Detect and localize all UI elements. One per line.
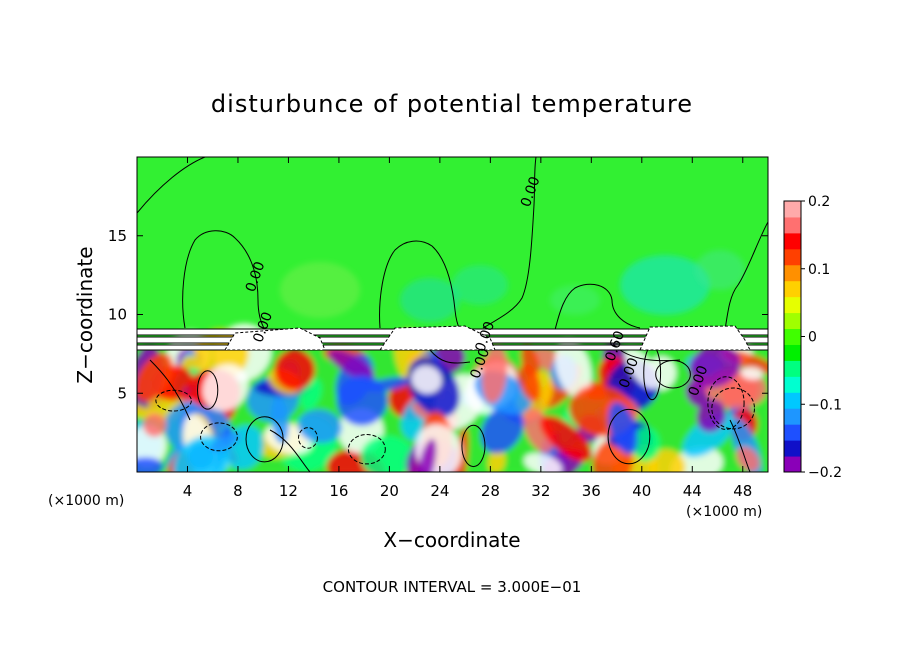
colorbar-swatch bbox=[784, 408, 801, 425]
plot-area: 0.000.000.000.00 0.00 0.000.600.00 bbox=[137, 157, 768, 472]
colorbar-swatch bbox=[784, 360, 801, 377]
y-tick-label: 10 bbox=[108, 306, 127, 324]
contour-loop bbox=[707, 376, 745, 430]
colorbar-swatch bbox=[784, 232, 801, 250]
x-ticks: 4 8 12 16 20 24 28 32 36 40 44 48 bbox=[183, 157, 752, 500]
x-tick-label: 36 bbox=[582, 482, 601, 500]
x-tick-label: 32 bbox=[531, 482, 550, 500]
colorbar-swatch bbox=[784, 328, 801, 345]
colorbar-swatch bbox=[784, 456, 801, 473]
colorbar-swatch bbox=[784, 312, 801, 330]
x-tick-label: 20 bbox=[380, 482, 399, 500]
x-tick-label: 44 bbox=[683, 482, 702, 500]
cloud-tops bbox=[224, 325, 751, 351]
contour-loop bbox=[200, 422, 238, 452]
y-tick-label: 5 bbox=[117, 384, 127, 402]
x-axis-label: X−coordinate bbox=[383, 528, 520, 552]
colorbar: 0.2 0.1 0 −0.1 −0.2 bbox=[783, 194, 842, 481]
x-tick-label: 28 bbox=[481, 482, 500, 500]
contour-loop bbox=[196, 370, 219, 410]
y-ticks: 5 10 15 bbox=[108, 227, 768, 402]
x-tick-label: 16 bbox=[329, 482, 348, 500]
contour-lines bbox=[137, 157, 768, 472]
contour-loop bbox=[298, 427, 318, 449]
colorbar-tick-label: 0.1 bbox=[808, 262, 830, 278]
contour-interval-text: CONTOUR INTERVAL = 3.000E−01 bbox=[323, 578, 582, 596]
colorbar-tick-label: 0.2 bbox=[808, 194, 830, 210]
colorbar-swatch bbox=[784, 296, 801, 314]
contour-loop bbox=[461, 424, 486, 468]
x-tick-label: 48 bbox=[733, 482, 752, 500]
contour-loop bbox=[655, 360, 691, 389]
contour-loop bbox=[347, 434, 386, 465]
contour-loop bbox=[155, 389, 192, 412]
contour-loop bbox=[245, 416, 284, 463]
contour-loop bbox=[711, 387, 755, 430]
colorbar-swatch bbox=[784, 376, 801, 393]
x-tick-label: 8 bbox=[233, 482, 243, 500]
colorbar-swatch bbox=[784, 344, 801, 361]
colorbar-swatch bbox=[784, 280, 801, 298]
x-unit-label-left: (×1000 m) bbox=[48, 493, 124, 509]
colorbar-swatch bbox=[784, 248, 801, 266]
x-tick-label: 4 bbox=[183, 482, 193, 500]
x-tick-label: 24 bbox=[430, 482, 449, 500]
colorbar-swatch bbox=[784, 392, 801, 409]
chart-title: disturbunce of potential temperature bbox=[211, 90, 693, 118]
y-axis-label: Z−coordinate bbox=[73, 246, 97, 383]
y-tick-label: 15 bbox=[108, 227, 127, 245]
colorbar-swatch bbox=[784, 440, 801, 457]
colorbar-swatch bbox=[784, 216, 801, 234]
colorbar-tick-label: −0.1 bbox=[808, 397, 842, 413]
colorbar-swatch bbox=[784, 264, 801, 282]
colorbar-swatch bbox=[784, 201, 801, 218]
colorbar-swatch bbox=[784, 424, 801, 441]
colorbar-tick-label: 0 bbox=[808, 330, 817, 346]
colorbar-tick-label: −0.2 bbox=[808, 465, 842, 481]
upper-field-shading bbox=[280, 250, 745, 322]
x-tick-label: 12 bbox=[279, 482, 298, 500]
x-unit-label-right: (×1000 m) bbox=[686, 504, 762, 520]
contour-loop bbox=[607, 408, 651, 465]
x-tick-label: 40 bbox=[632, 482, 651, 500]
